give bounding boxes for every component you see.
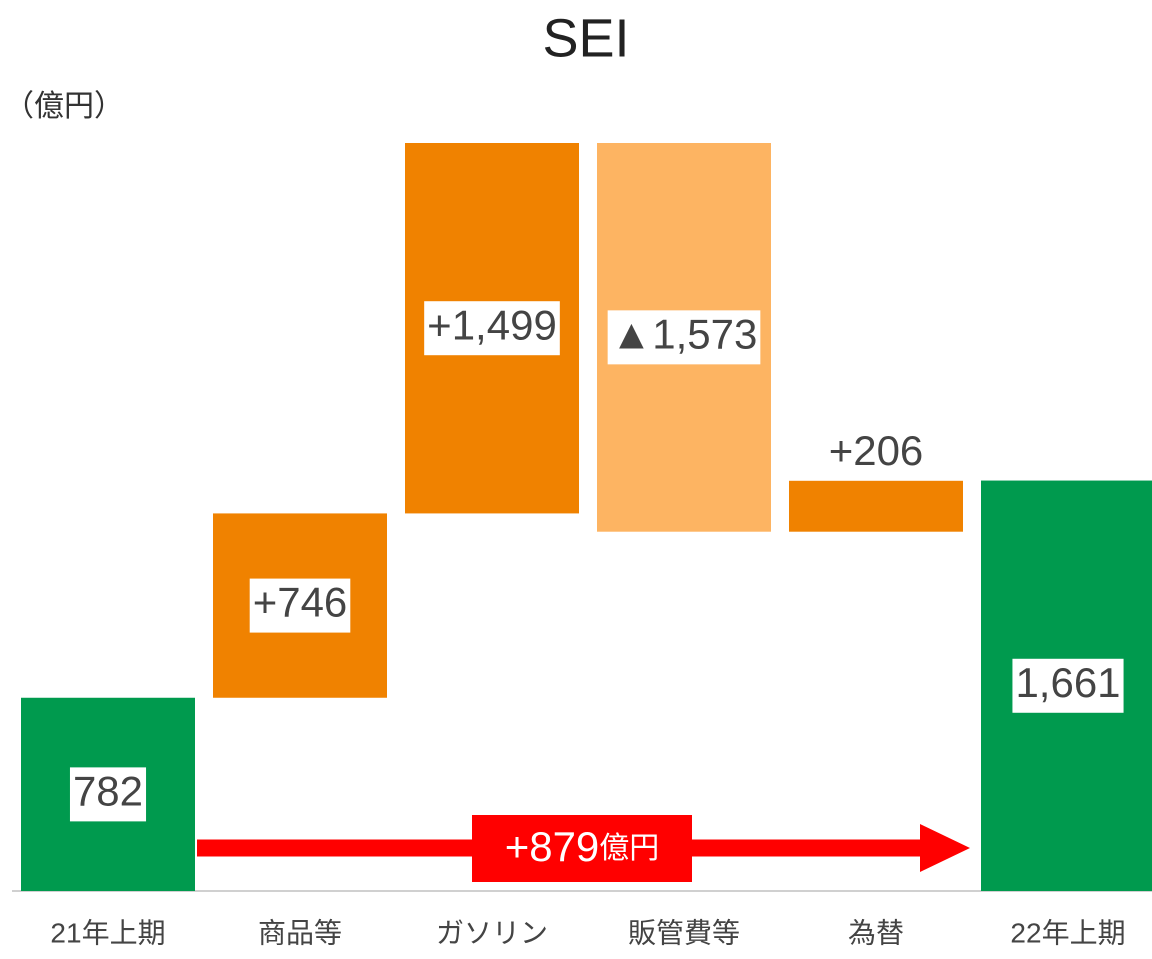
x-tick-label: 販管費等 [628,917,740,948]
data-label: 1,661 [1015,659,1120,706]
x-tick-label: 21年上期 [50,917,165,948]
chart-title: SEI [542,8,629,68]
annotation-box [472,815,692,882]
x-tick-label: ガソリン [436,917,548,948]
bar [789,480,963,532]
data-label-box [69,767,147,822]
data-label: +1,499 [427,301,557,348]
data-label-box [249,578,351,633]
data-label-box [424,301,560,356]
annotation-value: +879 [505,823,600,870]
data-label: +206 [829,427,924,474]
x-tick-label: 為替 [848,917,904,948]
data-label: 782 [73,767,143,814]
x-tick-label: 商品等 [258,917,342,948]
x-tick-label: 22年上期 [1010,917,1125,948]
arrow-head [920,824,970,872]
data-label: +746 [253,579,348,626]
annotation-unit: 億円 [599,832,659,865]
data-label: ▲1,573 [611,310,758,357]
unit-label: （億円） [4,90,124,123]
data-label-box [1012,658,1124,713]
annotation: +879億円 [505,823,660,870]
data-label-box [607,310,761,365]
